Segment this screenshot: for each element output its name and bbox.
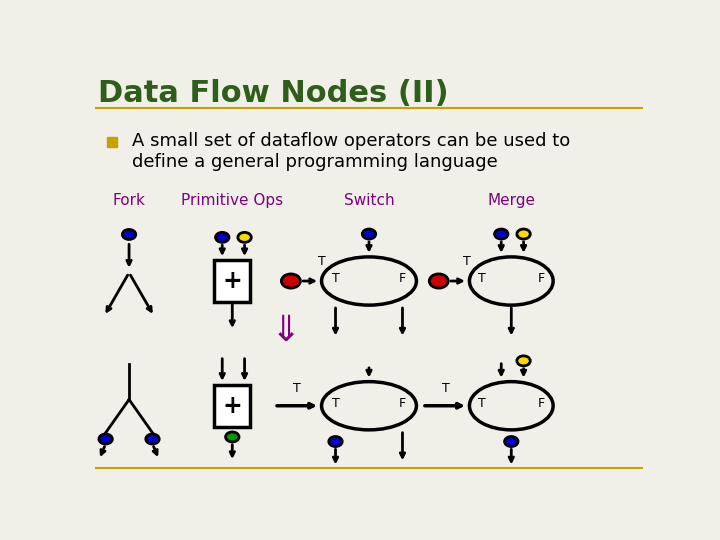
Text: T: T: [318, 254, 325, 267]
Text: T: T: [478, 397, 485, 410]
Text: Data Flow Nodes (II): Data Flow Nodes (II): [99, 79, 449, 109]
Circle shape: [362, 229, 376, 239]
Circle shape: [429, 274, 449, 288]
Text: T: T: [478, 273, 485, 286]
Circle shape: [517, 356, 530, 366]
Text: T: T: [442, 382, 450, 395]
Text: F: F: [399, 273, 406, 286]
Circle shape: [225, 432, 239, 442]
Text: Fork: Fork: [112, 193, 145, 208]
Circle shape: [517, 229, 530, 239]
Text: F: F: [537, 397, 544, 410]
Text: T: T: [463, 254, 471, 267]
Text: A small set of dataflow operators can be used to
define a general programming la: A small set of dataflow operators can be…: [132, 132, 570, 171]
Circle shape: [329, 436, 342, 447]
Text: T: T: [292, 382, 300, 395]
Bar: [214, 260, 251, 302]
Bar: [214, 385, 251, 427]
Text: +: +: [222, 269, 242, 293]
Circle shape: [282, 274, 300, 288]
Text: F: F: [537, 273, 544, 286]
Circle shape: [238, 232, 251, 242]
Text: Merge: Merge: [487, 193, 535, 208]
Circle shape: [495, 229, 508, 239]
Circle shape: [99, 434, 112, 444]
Text: Primitive Ops: Primitive Ops: [181, 193, 284, 208]
Text: +: +: [222, 394, 242, 418]
Circle shape: [122, 230, 136, 239]
Text: ⇓: ⇓: [270, 314, 300, 348]
Text: T: T: [332, 273, 339, 286]
Circle shape: [145, 434, 159, 444]
Text: Switch: Switch: [343, 193, 395, 208]
Circle shape: [215, 232, 229, 242]
Text: F: F: [399, 397, 406, 410]
Text: T: T: [332, 397, 339, 410]
Circle shape: [505, 436, 518, 447]
